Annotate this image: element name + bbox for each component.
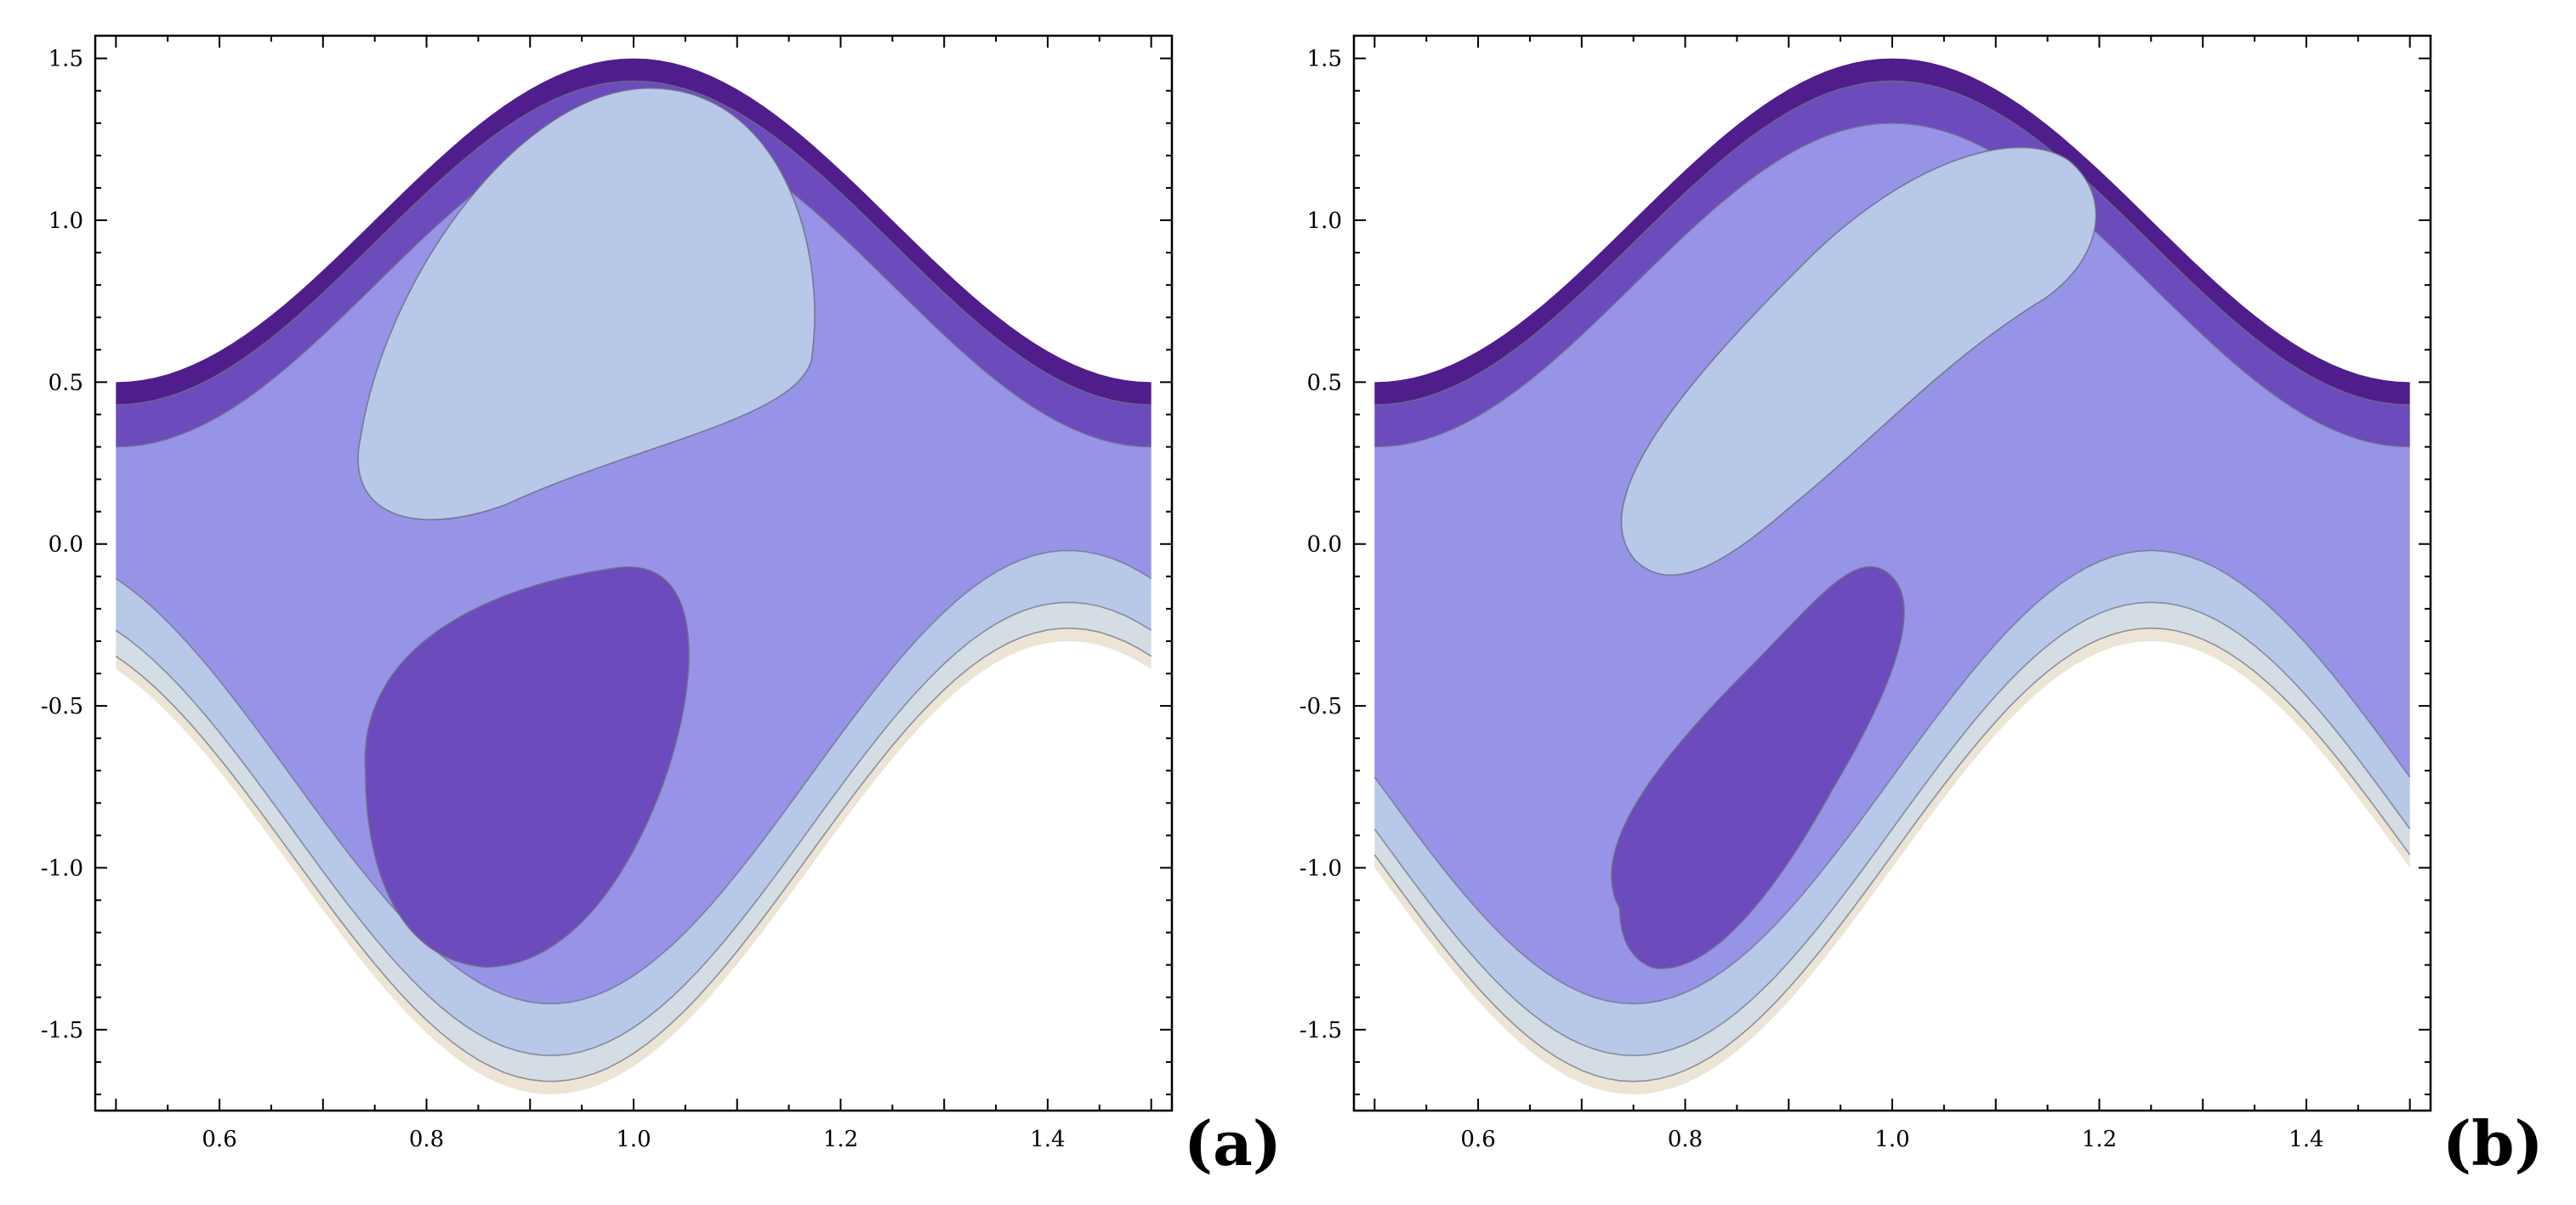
contour-band-level-5: [1374, 602, 2410, 1082]
contour-plot-a: 0.6 0.8 1.0 1.2 1.4 1.5 1.0 0.5 0.0 -0.5 -1.0 -1.5 (…: [0, 0, 1276, 1205]
contour-upper-island: [357, 87, 816, 520]
contour-line: [115, 628, 1152, 1083]
contour-plot-b: 0.6 0.8 1.0 1.2 1.4 1.5 1.0 0.5 0.0 -0.5 -1.0 -1.5 (…: [1259, 0, 2576, 1205]
y-tick-label: 0.5: [1307, 370, 1342, 395]
y-tick-label: 1.0: [1307, 208, 1342, 234]
x-tick-label: 1.0: [1874, 1127, 1909, 1152]
panel-label: (a): [1184, 1107, 1276, 1179]
contour-line: [1374, 122, 2410, 448]
y-tick-label: 1.5: [48, 47, 83, 72]
y-tick-label: -1.5: [41, 1018, 83, 1043]
y-tick-label: -1.0: [41, 855, 83, 881]
contour-line: [1373, 549, 2411, 1005]
x-tick-label: 0.6: [202, 1127, 236, 1152]
contour-line: [1373, 601, 2411, 1057]
y-tick-label: -1.0: [1299, 855, 1342, 881]
contour-plot-b-svg: 0.6 0.8 1.0 1.2 1.4 1.5 1.0 0.5 0.0 -0.5 -1.0 -1.5 (…: [1299, 34, 2543, 1179]
x-tick-label: 1.0: [616, 1127, 651, 1152]
y-tick-label: 0.0: [48, 532, 83, 558]
contour-lower-island: [1611, 566, 1905, 969]
panel-label: (b): [2442, 1107, 2543, 1179]
x-tick-label: 1.4: [1030, 1127, 1065, 1152]
contour-band-level-5: [116, 602, 1152, 1082]
y-tick-label: 0.0: [1307, 532, 1342, 558]
contour-band-level-3: [1374, 122, 2410, 1004]
contour-line: [1373, 627, 2411, 1083]
contour-line: [1374, 80, 2410, 406]
y-tick-label: 1.0: [48, 208, 83, 234]
contour-line: [116, 80, 1152, 406]
tick-group: [1354, 36, 2431, 1111]
y-tick-label: -0.5: [1299, 694, 1342, 719]
contour-fill-group: [115, 58, 1152, 1094]
contour-band-level-4: [116, 550, 1152, 1056]
x-tick-label: 1.2: [823, 1127, 858, 1152]
contour-lower-island: [364, 566, 690, 969]
contour-fill-group: [1373, 58, 2411, 1094]
y-tick-label: -0.5: [41, 694, 83, 719]
contour-line: [115, 549, 1152, 1005]
contour-band-level-6: [1374, 628, 2410, 1094]
x-tick-label: 1.4: [2289, 1127, 2323, 1152]
contour-band-level-1: [116, 58, 1152, 405]
x-tick-label: 0.8: [1668, 1127, 1703, 1152]
contour-band-level-2: [116, 81, 1152, 447]
x-tick-label: 0.8: [409, 1127, 444, 1152]
x-tick-label: 0.6: [1460, 1127, 1495, 1152]
tick-group: [95, 36, 1172, 1111]
contour-line: [115, 601, 1152, 1056]
contour-band-level-4: [1374, 550, 2410, 1056]
y-tick-label: 1.5: [1307, 47, 1342, 72]
contour-band-level-2: [1374, 81, 2410, 447]
contour-upper-island: [1620, 146, 2097, 577]
y-tick-label: -1.5: [1299, 1018, 1342, 1043]
contour-plot-a-svg: 0.6 0.8 1.0 1.2 1.4 1.5 1.0 0.5 0.0 -0.5 -1.0 -1.5 (…: [41, 34, 1276, 1179]
contour-band-level-1: [1374, 58, 2410, 405]
x-tick-label: 1.2: [2082, 1127, 2117, 1152]
y-tick-label: 0.5: [48, 370, 83, 395]
